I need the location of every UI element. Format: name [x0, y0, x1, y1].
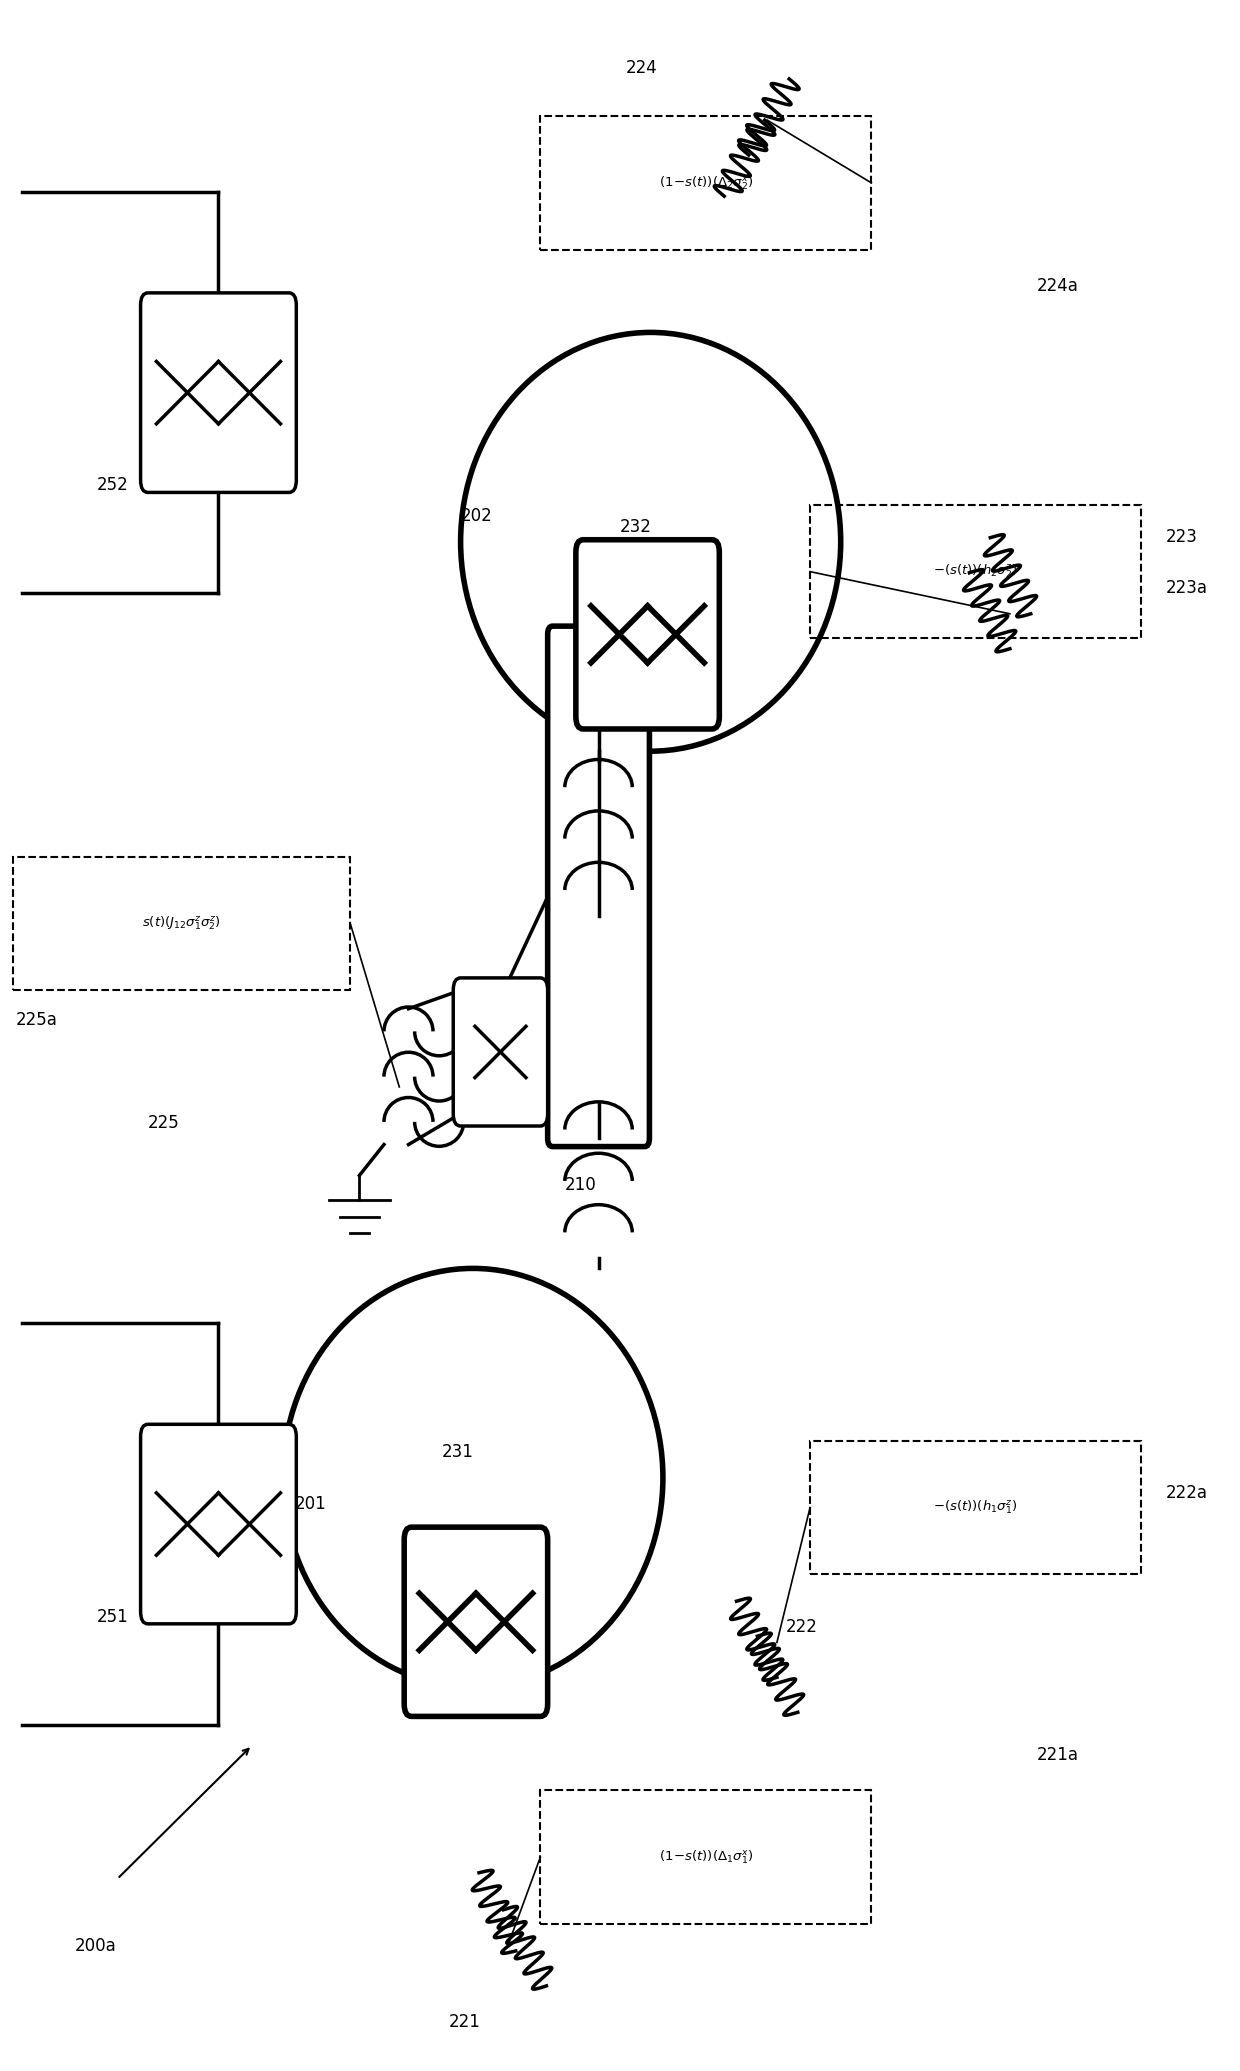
FancyBboxPatch shape	[454, 978, 548, 1127]
Bar	[14, 857, 350, 990]
FancyBboxPatch shape	[140, 292, 296, 493]
Text: 224a: 224a	[1037, 278, 1079, 294]
Text: 223: 223	[1166, 528, 1198, 547]
FancyBboxPatch shape	[404, 1526, 548, 1717]
Bar	[810, 1441, 1141, 1574]
Bar	[810, 505, 1141, 638]
Text: 225: 225	[148, 1114, 180, 1133]
FancyBboxPatch shape	[140, 1425, 296, 1624]
Ellipse shape	[460, 333, 841, 752]
Text: 200a: 200a	[74, 1936, 117, 1955]
Text: $-(s(t))(h_1\sigma_1^z)$: $-(s(t))(h_1\sigma_1^z)$	[934, 1499, 1018, 1516]
Text: 252: 252	[97, 476, 128, 495]
Text: $-(s(t))(h_2\sigma_2^z)$: $-(s(t))(h_2\sigma_2^z)$	[934, 563, 1018, 580]
Text: 225a: 225a	[16, 1011, 57, 1029]
Text: 232: 232	[620, 518, 652, 536]
Text: 210: 210	[565, 1176, 596, 1193]
Text: 251: 251	[97, 1607, 128, 1626]
Ellipse shape	[283, 1267, 663, 1688]
Text: $(1\!-\!s(t))(\Delta_1\sigma_1^x)$: $(1\!-\!s(t))(\Delta_1\sigma_1^x)$	[658, 1849, 753, 1866]
FancyBboxPatch shape	[548, 625, 650, 1147]
Text: 221a: 221a	[1037, 1746, 1079, 1764]
Text: 222: 222	[785, 1617, 817, 1636]
Text: 223a: 223a	[1166, 580, 1208, 596]
Text: $s(t)(J_{12}\sigma_1^z\sigma_2^z)$: $s(t)(J_{12}\sigma_1^z\sigma_2^z)$	[143, 915, 221, 932]
Text: 231: 231	[443, 1443, 474, 1462]
Text: $(1\!-\!s(t))(\Delta_2\sigma_2^x)$: $(1\!-\!s(t))(\Delta_2\sigma_2^x)$	[658, 174, 753, 193]
Bar	[541, 116, 872, 251]
Text: 222a: 222a	[1166, 1485, 1208, 1501]
Text: 221: 221	[449, 2013, 480, 2032]
FancyBboxPatch shape	[575, 541, 719, 729]
Text: 224: 224	[626, 58, 658, 77]
Text: 202: 202	[460, 507, 492, 526]
Bar	[541, 1791, 872, 1924]
Text: 201: 201	[295, 1495, 327, 1512]
